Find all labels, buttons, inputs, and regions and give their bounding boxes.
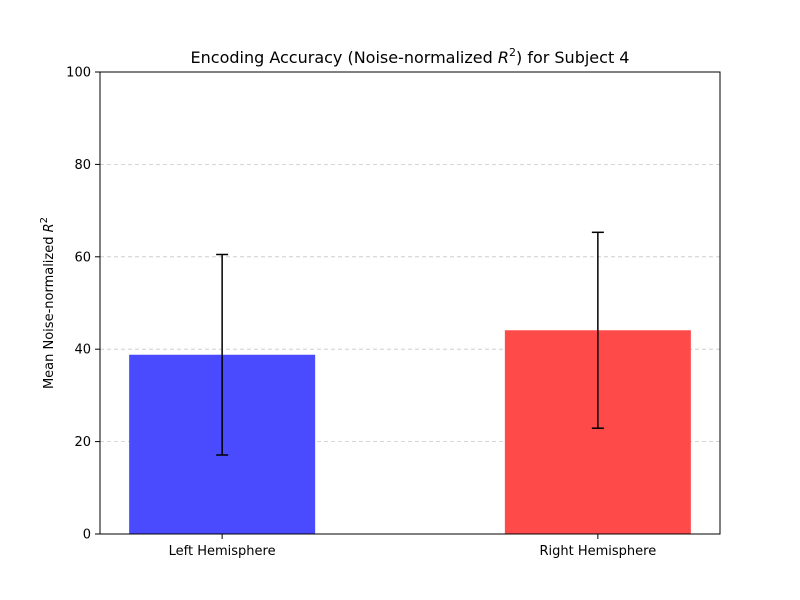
x-tick-label: Left Hemisphere	[169, 544, 276, 559]
chart-title-suffix: ) for Subject 4	[516, 48, 630, 67]
grid-lines	[100, 163, 720, 443]
error-bars	[216, 231, 604, 456]
y-tick-label: 80	[74, 158, 91, 173]
y-tick-label: 100	[66, 66, 91, 81]
y-tick-label: 0	[83, 528, 91, 543]
y-tick-label: 40	[74, 343, 91, 358]
y-axis-title-prefix: Mean Noise-normalized	[42, 232, 57, 389]
y-axis-ticks: 0 20 40 60 80 100	[66, 66, 100, 543]
x-tick-label: Right Hemisphere	[539, 544, 656, 559]
plot-frame	[99, 71, 721, 535]
y-tick-label: 60	[74, 250, 91, 265]
chart-title-var: R	[498, 48, 509, 67]
y-axis-title-var: R	[42, 223, 57, 232]
chart-title-sup: 2	[509, 46, 516, 59]
chart-title: Encoding Accuracy (Noise-normalized R2) …	[191, 46, 630, 67]
x-axis-ticks: Left Hemisphere Right Hemisphere	[169, 534, 656, 559]
chart-title-prefix: Encoding Accuracy (Noise-normalized	[191, 48, 498, 67]
y-tick-label: 20	[74, 435, 91, 450]
y-axis-title-sup: 2	[39, 217, 50, 223]
bars	[129, 330, 691, 534]
y-axis-title: Mean Noise-normalized R2	[39, 217, 57, 389]
